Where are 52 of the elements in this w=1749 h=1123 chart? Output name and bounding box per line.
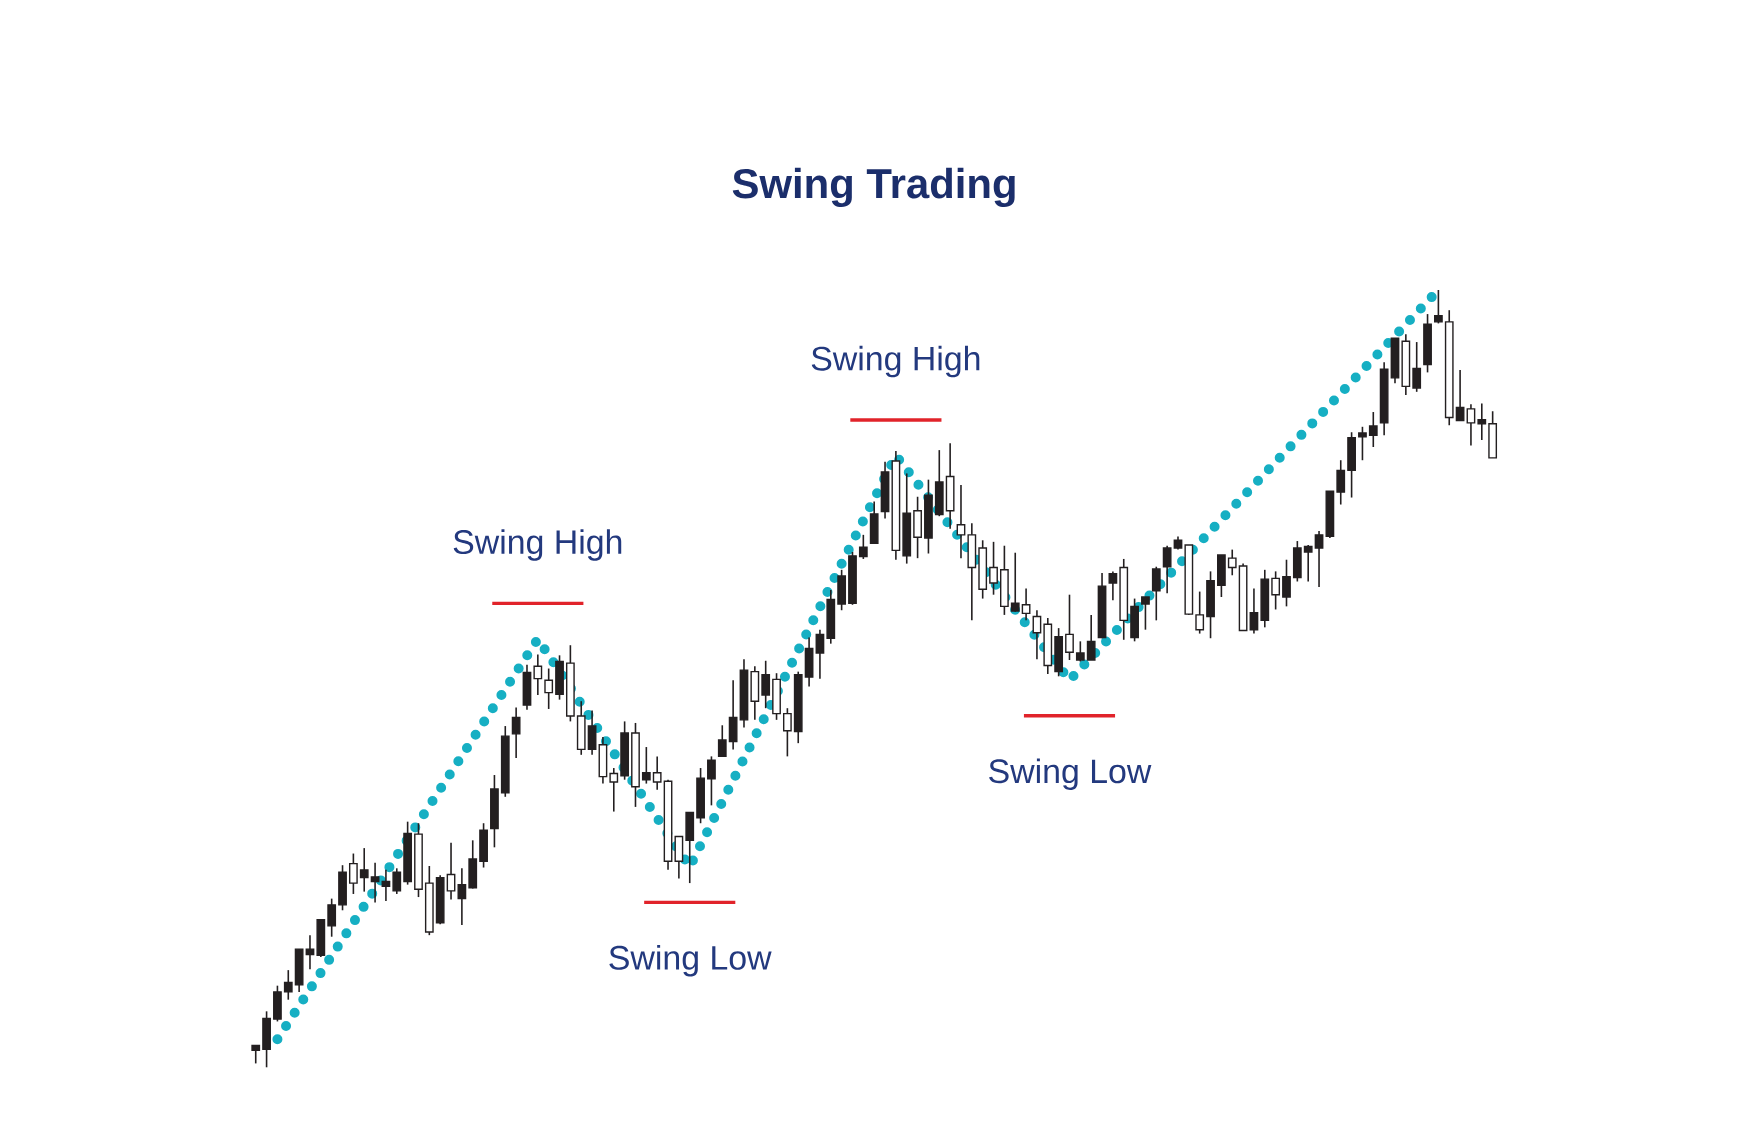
- candlestick: [381, 869, 391, 902]
- annotation: Swing High: [453, 529, 622, 561]
- candlestick: [783, 707, 792, 758]
- candlestick: [587, 709, 597, 756]
- candlestick: [1336, 459, 1346, 506]
- candlestick: [1314, 530, 1324, 588]
- candlestick: [533, 653, 543, 696]
- candlestick: [1086, 614, 1096, 661]
- candlestick: [544, 667, 554, 710]
- candlestick: [1021, 587, 1031, 622]
- candlestick: [1271, 570, 1281, 611]
- candlestick: [305, 934, 315, 971]
- candlestick: [392, 867, 402, 895]
- annotation: Swing Low: [989, 758, 1152, 790]
- candlestick: [1282, 558, 1291, 608]
- candlestick: [989, 541, 998, 596]
- candlestick: [761, 659, 771, 709]
- candlestick: [1477, 402, 1487, 441]
- candlestick: [1141, 596, 1150, 631]
- candlestick: [283, 969, 293, 1001]
- candlestick: [1368, 411, 1378, 448]
- candlestick: [1065, 593, 1074, 661]
- chart-title: Swing Trading: [732, 167, 1015, 207]
- candlestick: [1434, 289, 1443, 325]
- candlestick: [1358, 426, 1367, 462]
- annotation: Swing Low: [609, 944, 772, 977]
- candlestick: [1162, 544, 1172, 594]
- candlestick: [641, 746, 651, 785]
- candlestick: [609, 767, 619, 813]
- candlestick: [457, 867, 467, 926]
- candlestick: [652, 755, 662, 791]
- candlestick: [858, 534, 868, 560]
- candlestick: [815, 628, 825, 680]
- candlestick: [717, 724, 727, 758]
- candlestick: [1227, 548, 1237, 577]
- candlestick: [348, 852, 358, 895]
- candlestick: [1303, 544, 1313, 583]
- candlestick: [1195, 590, 1205, 635]
- candlestick: [327, 897, 337, 938]
- candlestick: [707, 755, 716, 807]
- candlestick: [446, 841, 456, 901]
- candlestick: [511, 706, 521, 759]
- candlestick: [1412, 341, 1422, 393]
- candlestick: [1108, 570, 1118, 601]
- candlestick: [1466, 403, 1476, 447]
- candlestick: [1075, 640, 1085, 663]
- candlestick: [1010, 551, 1020, 613]
- candlestick: [956, 484, 966, 559]
- candlestick: [1151, 565, 1161, 622]
- candlestick: [359, 847, 369, 893]
- candlestick: [370, 862, 380, 904]
- annotation: Swing High: [811, 345, 980, 378]
